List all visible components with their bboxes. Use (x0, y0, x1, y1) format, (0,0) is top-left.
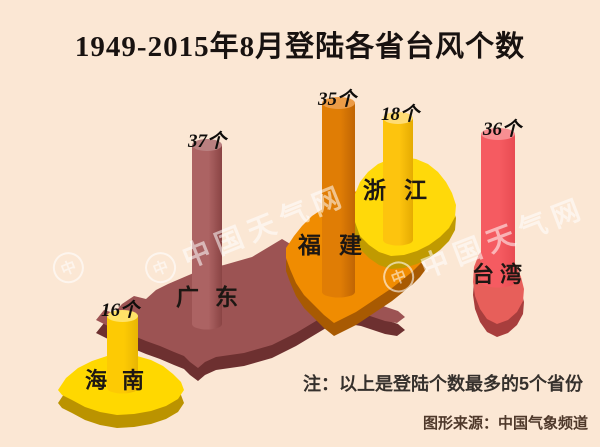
watermark-1: 中中国天气网 (139, 174, 353, 292)
province-label-zhejiang: 浙江 (363, 177, 445, 203)
map-guangdong (96, 239, 405, 368)
bar-hainan (107, 310, 138, 394)
province-label-hainan: 海南 (85, 368, 160, 393)
value-label-taiwan: 36个 (483, 119, 522, 140)
bar-guangdong (192, 139, 222, 330)
watermark-0: 中 (48, 247, 89, 288)
watermark-text: 中国天气网 (177, 179, 352, 274)
watermark-text: 中国天气网 (416, 191, 591, 284)
weather-logo-icon: 中 (140, 247, 181, 288)
weather-logo-icon: 中 (48, 247, 89, 288)
weather-logo-icon: 中 (378, 256, 419, 297)
province-label-taiwan: 台湾 (472, 262, 529, 287)
bar-taiwan (481, 128, 515, 288)
source-credit: 图形来源：中国气象频道 (422, 415, 588, 432)
value-label-fujian: 35个 (318, 89, 357, 110)
watermark-2: 中中国天气网 (377, 186, 592, 300)
note-text: 注：以上是登陆个数最多的5个省份 (303, 374, 584, 394)
value-label-hainan: 16个 (101, 300, 140, 321)
bar-fujian (322, 97, 355, 298)
value-label-zhejiang: 18个 (381, 104, 420, 125)
value-label-guangdong: 37个 (188, 131, 227, 152)
province-label-fujian: 福建 (298, 232, 380, 258)
chart-title: 1949-2015年8月登陆各省台风个数 (74, 31, 526, 63)
bar-zhejiang (383, 112, 413, 246)
province-label-guangdong: 广东 (176, 284, 254, 310)
